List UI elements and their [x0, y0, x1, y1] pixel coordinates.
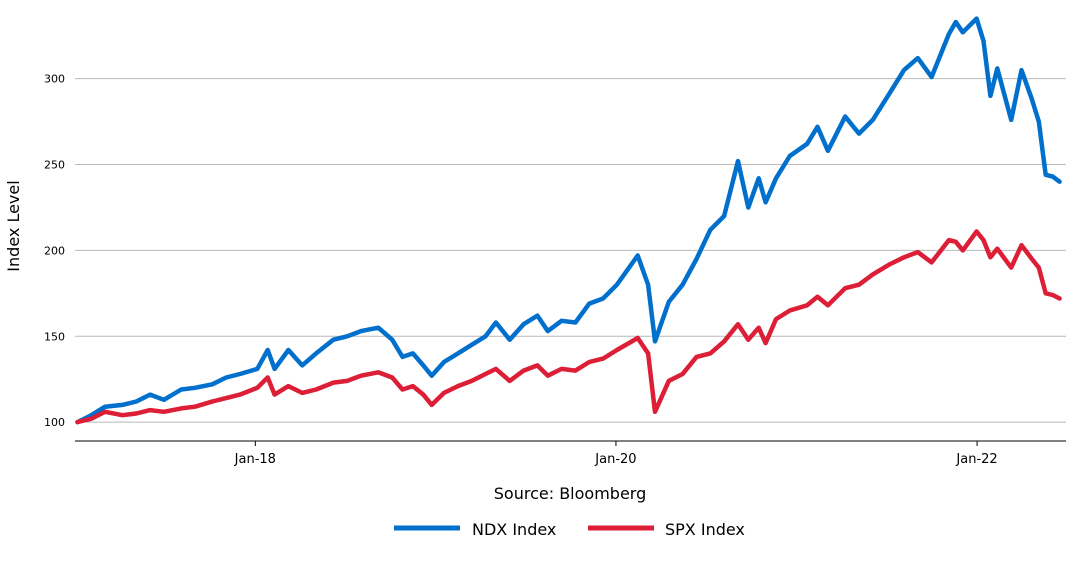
legend-label-ndx-index: NDX Index: [472, 520, 556, 539]
y-tick-label: 300: [44, 73, 65, 86]
x-tick-label: Jan-18: [234, 452, 276, 467]
y-tick-label: 200: [44, 244, 65, 257]
y-tick-label: 250: [44, 159, 65, 172]
series-lines: [75, 16, 1062, 425]
y-axis-label: Index Level: [4, 180, 23, 271]
y-tick-label: 100: [44, 416, 65, 429]
legend: NDX Index SPX Index: [394, 520, 745, 539]
x-tick-label: Jan-20: [594, 452, 636, 467]
x-axis-ticks: Jan-18 Jan-20 Jan-22: [234, 441, 998, 467]
x-tick-label: Jan-22: [955, 452, 997, 467]
series-line-spx-index: [75, 229, 1062, 425]
x-axis-label: Source: Bloomberg: [494, 484, 646, 503]
legend-label-spx-index: SPX Index: [665, 520, 745, 539]
y-tick-label: 150: [44, 330, 65, 343]
series-line-ndx-index: [75, 16, 1062, 425]
gridlines: [75, 78, 1066, 423]
y-axis-tick-labels: 100 150 200 250 300: [44, 73, 65, 429]
